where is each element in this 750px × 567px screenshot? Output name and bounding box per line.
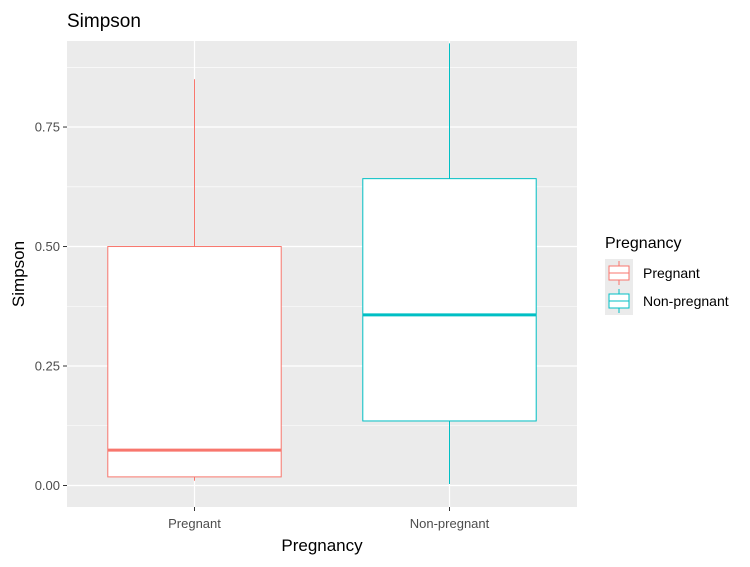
x-tick-label: Non-pregnant xyxy=(410,516,490,531)
chart-title: Simpson xyxy=(67,11,141,32)
box-layer xyxy=(107,43,537,485)
box-iqr xyxy=(362,178,537,422)
y-axis-title: Simpson xyxy=(9,241,28,307)
box-iqr xyxy=(107,246,282,478)
axis-layer: 0.00 0.25 0.50 0.75 Pregnant Non-pregnant xyxy=(35,120,490,531)
x-tick-label: Pregnant xyxy=(168,516,221,531)
legend-entry-label: Non-pregnant xyxy=(643,293,729,309)
x-axis-title: Pregnancy xyxy=(281,536,363,555)
legend: Pregnant Non-pregnant xyxy=(605,259,729,315)
y-tick-label: 0.00 xyxy=(35,478,60,493)
y-tick-label: 0.50 xyxy=(35,239,60,254)
legend-title: Pregnancy xyxy=(605,235,682,252)
y-tick-label: 0.25 xyxy=(35,359,60,374)
legend-entry-label: Pregnant xyxy=(643,265,700,281)
y-tick-label: 0.75 xyxy=(35,120,60,135)
